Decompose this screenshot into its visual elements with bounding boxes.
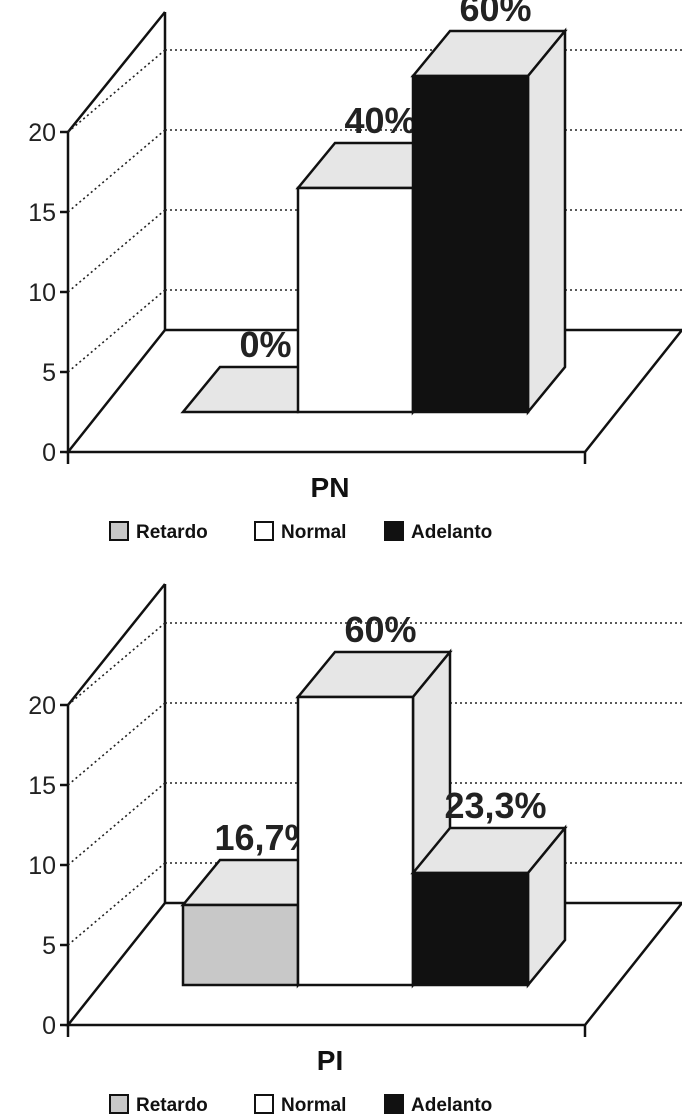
- data-label-normal: 60%: [344, 609, 416, 650]
- legend-label-normal: Normal: [281, 1095, 346, 1114]
- gridline-side-5: [67, 289, 166, 373]
- bar-adelanto: 23,3%: [410, 785, 568, 989]
- legend-swatch-retardo: [109, 521, 129, 541]
- bar-front-face: [296, 186, 415, 414]
- legend: Retardo Normal Adelanto: [109, 521, 492, 543]
- gridline-side-15: [67, 702, 166, 786]
- legend-swatch-retardo: [109, 1094, 129, 1114]
- bar-front-face: [296, 695, 415, 987]
- side-wall-top-edge: [67, 583, 166, 706]
- gridline-side-10: [67, 782, 166, 866]
- gridline-side-10: [67, 209, 166, 293]
- legend-swatch-normal: [254, 1094, 274, 1114]
- chart-panel-1: 0 5 10 15 20 0% 40% 60% PN Retardo Normal Adelanto: [28, 0, 682, 543]
- y-tick-label-0: 0: [42, 1012, 56, 1040]
- y-tick-label-0: 0: [42, 439, 56, 467]
- gridline-side-20: [67, 49, 166, 133]
- legend-swatch-adelanto: [384, 521, 404, 541]
- legend: Retardo Normal Adelanto: [109, 1094, 492, 1114]
- bar-front-face: [181, 903, 300, 987]
- data-label-adelanto: 23,3%: [444, 785, 546, 826]
- legend-swatch-adelanto: [384, 1094, 404, 1114]
- legend-label-retardo: Retardo: [136, 1095, 208, 1114]
- y-tick-label-10: 10: [28, 852, 56, 880]
- data-label-normal: 40%: [344, 100, 416, 141]
- data-label-retardo: 0%: [239, 324, 291, 365]
- legend-label-normal: Normal: [281, 522, 346, 543]
- bar-front-face: [411, 871, 530, 987]
- y-tick-label-5: 5: [42, 359, 56, 387]
- data-label-adelanto: 60%: [459, 0, 531, 29]
- y-tick-label-20: 20: [28, 119, 56, 147]
- bar-adelanto: 60%: [410, 0, 568, 416]
- y-tick-label-20: 20: [28, 692, 56, 720]
- side-wall-top-edge: [67, 11, 166, 133]
- y-tick-label-5: 5: [42, 932, 56, 960]
- legend-label-retardo: Retardo: [136, 522, 208, 543]
- x-axis-title: PN: [311, 472, 350, 503]
- y-tick-label-15: 15: [28, 199, 56, 227]
- gridline-side-20: [67, 622, 166, 706]
- bar-front-face: [411, 74, 530, 414]
- y-tick-label-10: 10: [28, 279, 56, 307]
- bar-normal: 60%: [295, 609, 453, 989]
- legend-label-adelanto: Adelanto: [411, 1095, 492, 1114]
- y-tick-label-15: 15: [28, 772, 56, 800]
- legend-swatch-normal: [254, 521, 274, 541]
- bar-side-face: [526, 27, 567, 416]
- gridline-side-5: [67, 862, 166, 946]
- x-axis-title: PI: [317, 1045, 343, 1076]
- legend-label-adelanto: Adelanto: [411, 522, 492, 543]
- gridline-side-15: [67, 129, 166, 213]
